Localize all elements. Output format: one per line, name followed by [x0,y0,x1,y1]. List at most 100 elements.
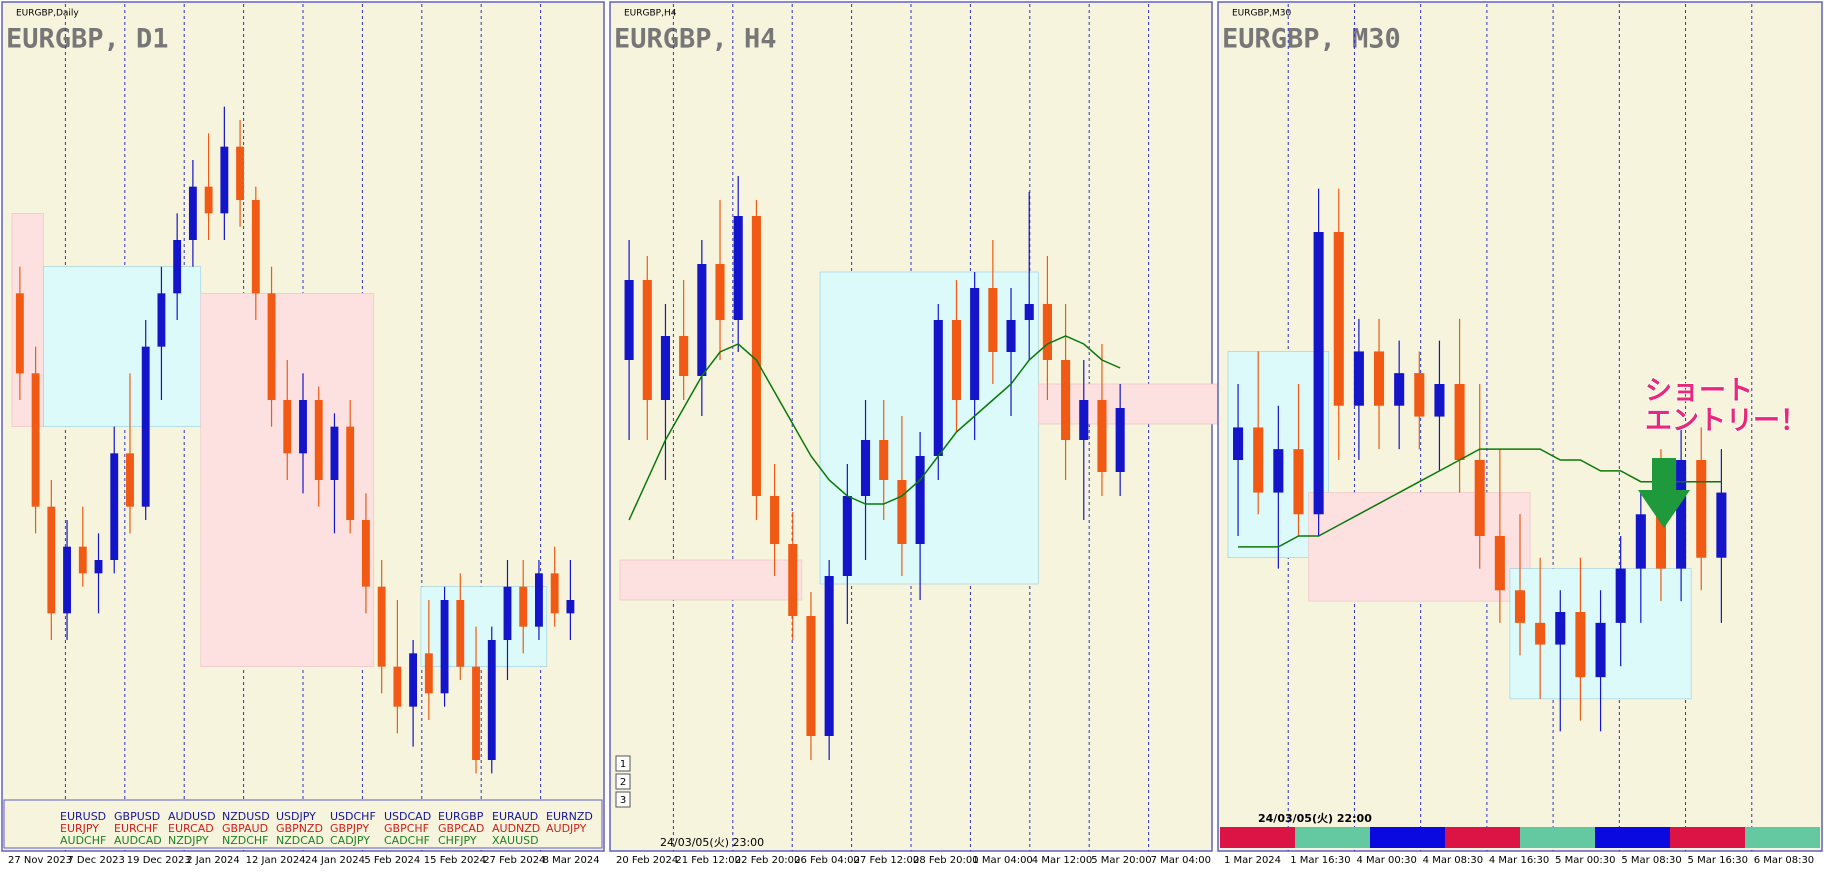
date-label: 28 Feb 20:00 [913,855,979,866]
symbol-button[interactable]: CADJPY [330,834,370,847]
symbol-button[interactable]: GBPAUD [222,822,268,835]
candle-body [283,400,292,454]
candle-body [1253,427,1264,493]
symbol-button[interactable]: CHFJPY [438,834,477,847]
symbol-button[interactable]: GBPCAD [438,822,484,835]
candle-body [78,546,87,574]
date-label: 4 Mar 16:30 [1489,855,1549,866]
timestamp: 24/03/05(火) 23:00 [660,836,764,849]
candle-body [1535,622,1546,645]
symbol-button[interactable]: NZDCAD [276,834,324,847]
date-label: 2 Jan 2024 [186,855,240,866]
panel-header: EURGBP,Daily [16,9,79,19]
date-label: 1 Mar 16:30 [1290,855,1350,866]
date-label: 24 Jan 2024 [305,855,365,866]
candle-body [220,146,229,214]
symbol-button[interactable]: EURUSD [60,810,106,823]
candle-body [751,216,761,496]
candle-body [1394,373,1405,406]
candle-body [566,600,575,614]
panel-header: EURGBP,M30 [1232,9,1291,19]
candle-body [424,653,433,694]
candle-body [550,573,559,614]
candle-body [1454,384,1465,460]
symbol-button[interactable]: EURNZD [546,810,593,823]
date-label: 5 Mar 20:00 [1091,855,1151,866]
symbol-button[interactable]: GBPCHF [384,822,429,835]
symbol-button[interactable]: NZDUSD [222,810,270,823]
candle-body [988,288,998,352]
candle-body [788,544,798,616]
symbol-button[interactable]: CADCHF [384,834,430,847]
candle-body [1353,351,1364,406]
candle-body [314,400,323,480]
session-strip [1220,827,1295,848]
symbol-button[interactable]: AUDCAD [114,834,162,847]
tab-button[interactable] [615,773,631,790]
panel-header: EURGBP,H4 [624,9,677,19]
symbol-button[interactable]: EURCAD [168,822,214,835]
candle-body [188,186,197,240]
date-label: 22 Feb 20:00 [735,855,801,866]
tab-button-label: 3 [620,795,626,806]
candle-body [409,653,418,707]
entry-arrow [1638,458,1690,528]
symbol-button[interactable]: EURCHF [114,822,158,835]
tab-button[interactable] [615,755,631,772]
candle-body [733,216,743,320]
date-label: 5 Feb 2024 [364,855,420,866]
candle-body [361,520,370,587]
candle-body [15,293,24,374]
candle-body [1696,460,1707,558]
symbol-button[interactable]: XAUUSD [492,834,539,847]
moving-average [628,335,1121,521]
candle-body [1024,304,1034,320]
symbol-button[interactable]: GBPUSD [114,810,160,823]
symbol-button[interactable]: EURJPY [60,822,99,835]
symbol-button[interactable]: NZDJPY [168,834,209,847]
symbol-button[interactable]: USDCAD [384,810,431,823]
candle-body [897,480,907,544]
date-label: 5 Mar 00:30 [1555,855,1615,866]
annotation: ショート [1645,376,1753,407]
candle-body [715,264,725,320]
date-label: 27 Feb 2024 [483,855,545,866]
candle-body [173,240,182,294]
date-label: 7 Dec 2023 [67,855,125,866]
candle-body [915,456,925,544]
candle-body [204,186,213,214]
symbol-button[interactable]: NZDCHF [222,834,269,847]
date-label: 4 Mar 00:30 [1356,855,1416,866]
candle-body [806,616,816,736]
symbol-button[interactable]: USDCHF [330,810,376,823]
candle-body [1115,408,1125,472]
candle-body [251,200,260,294]
candle-body [519,586,528,627]
candle-body [1676,460,1687,569]
date-label: 27 Nov 2023 [8,855,72,866]
symbol-button[interactable]: USDJPY [276,810,316,823]
candle-body [1716,492,1727,558]
candle-body [157,293,166,347]
date-label: 5 Mar 16:30 [1688,855,1748,866]
symbol-button[interactable]: EURGBP [438,810,484,823]
candle-body [1233,427,1244,460]
symbol-button[interactable]: EURAUD [492,810,538,823]
symbol-button[interactable]: GBPJPY [330,822,369,835]
symbol-button[interactable]: AUDJPY [546,822,587,835]
candle-body [503,586,512,640]
zone [420,586,548,667]
candle-body [1006,320,1016,352]
candle-body [141,346,150,507]
candle-body [842,496,852,576]
session-strip [1370,827,1445,848]
candle-body [535,573,543,627]
symbol-button[interactable]: AUDCHF [60,834,106,847]
symbol-button[interactable]: AUDUSD [168,810,216,823]
session-strip [1595,827,1670,848]
candle-body [1293,449,1304,515]
symbol-button[interactable]: GBPNZD [276,822,323,835]
tab-button[interactable] [615,791,631,808]
candle-body [1615,568,1626,623]
symbol-button[interactable]: AUDNZD [492,822,540,835]
